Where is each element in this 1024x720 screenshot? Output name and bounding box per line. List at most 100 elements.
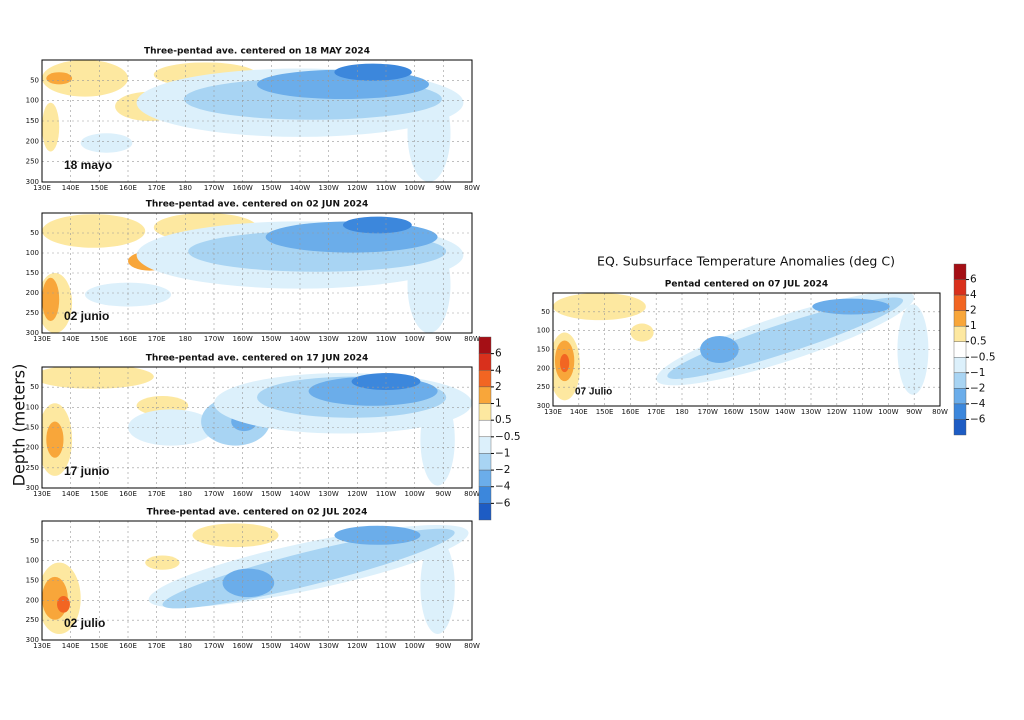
anomaly-region <box>897 304 929 395</box>
colorbar-swatch <box>478 436 492 454</box>
x-tick-label: 90W <box>435 184 451 192</box>
y-tick-label: 50 <box>30 76 39 84</box>
x-tick-label: 170E <box>647 408 665 416</box>
x-tick-label: 170W <box>698 408 718 416</box>
x-tick-label: 80W <box>932 408 948 416</box>
colorbar-label: −2 <box>495 464 510 476</box>
anomaly-region <box>128 409 214 446</box>
x-tick-label: 130E <box>33 642 51 650</box>
colorbar-label: −0.5 <box>970 351 996 363</box>
anomaly-region <box>42 367 154 389</box>
x-tick-label: 170E <box>148 490 166 498</box>
anomaly-region <box>420 538 455 635</box>
colorbar-swatch <box>953 279 967 296</box>
anomaly-region <box>145 555 180 570</box>
plot-frame <box>41 212 473 334</box>
x-tick-label: 130E <box>544 408 562 416</box>
x-tick-label: 110W <box>376 642 396 650</box>
x-tick-label: 90W <box>906 408 922 416</box>
x-tick-label: 180 <box>179 490 192 498</box>
plot-frame <box>41 366 473 489</box>
anomaly-region <box>630 323 654 342</box>
x-tick-label: 160E <box>119 642 137 650</box>
x-tick-label: 110W <box>852 408 872 416</box>
panel: 130E 140E 150E 160E 170E 180 170W 160W 150W 140W 1… <box>10 336 521 521</box>
x-tick-label: 130E <box>33 335 51 343</box>
x-tick-label: 180 <box>675 408 688 416</box>
colorbar-label: 2 <box>970 305 977 317</box>
anomaly-field <box>42 523 469 635</box>
x-tick-label: 80W <box>464 184 480 192</box>
colorbar-label: −2 <box>970 382 985 394</box>
colorbar-label: −0.5 <box>495 431 521 443</box>
colorbar-swatch <box>478 386 492 404</box>
y-tick-label: 150 <box>26 117 39 125</box>
colorbar-label: −6 <box>495 497 511 509</box>
x-tick-label: 120W <box>347 490 367 498</box>
x-tick-label: 160E <box>119 490 137 498</box>
x-tick-label: 120W <box>347 642 367 650</box>
x-tick-label: 130W <box>801 408 821 416</box>
x-tick-label: 90W <box>435 642 451 650</box>
x-tick-label: 80W <box>464 642 480 650</box>
x-tick-label: 90W <box>435 335 451 343</box>
colorbar-swatch <box>953 403 967 420</box>
plot-frame <box>41 59 473 183</box>
colorbar-swatch <box>953 357 967 374</box>
x-tick-label: 170W <box>204 335 224 343</box>
panel-label: 18 mayo <box>64 158 112 172</box>
x-tick-label: 160E <box>622 408 640 416</box>
colorbar-swatch <box>478 353 492 371</box>
y-tick-label: 250 <box>537 383 550 391</box>
anomaly-region <box>351 373 421 390</box>
y-tick-label: 50 <box>30 537 39 545</box>
x-tick-label: 160W <box>233 184 253 192</box>
x-tick-label: 160E <box>119 335 137 343</box>
y-tick-label: 300 <box>26 636 39 644</box>
colorbar-label: 1 <box>495 398 502 410</box>
x-tick-label: 130W <box>319 642 339 650</box>
x-tick-label: 100W <box>405 335 425 343</box>
x-tick-label: 140E <box>570 408 588 416</box>
x-tick-label: 150E <box>90 335 108 343</box>
plot-frame <box>41 520 473 641</box>
panel-title: Pentad centered on 07 JUL 2024 <box>665 280 828 290</box>
colorbar-swatch <box>953 310 967 327</box>
y-tick-label: 200 <box>26 289 39 297</box>
colorbar-label: 1 <box>970 320 977 332</box>
x-tick-label: 130W <box>319 184 339 192</box>
y-tick-label: 50 <box>30 229 39 237</box>
x-tick-label: 80W <box>464 490 480 498</box>
panel-label: 07 Julio <box>575 387 612 398</box>
colorbar-swatch <box>953 294 967 311</box>
y-tick-label: 150 <box>26 269 39 277</box>
x-tick-label: 140E <box>62 335 80 343</box>
x-tick-label: 110W <box>376 490 396 498</box>
y-axis-label: Depth (meters) <box>10 364 29 487</box>
y-tick-label: 150 <box>26 424 39 432</box>
y-tick-label: 250 <box>26 158 39 166</box>
y-tick-label: 250 <box>26 464 39 472</box>
colorbar-swatch <box>478 453 492 471</box>
x-tick-label: 140E <box>62 184 80 192</box>
colorbar-swatch <box>478 486 492 504</box>
x-tick-label: 120W <box>827 408 847 416</box>
y-tick-label: 150 <box>26 577 39 585</box>
x-tick-label: 110W <box>376 184 396 192</box>
colorbar-swatch <box>953 372 967 389</box>
y-tick-label: 250 <box>26 309 39 317</box>
colorbar-label: 2 <box>495 381 502 393</box>
figure-title: EQ. Subsurface Temperature Anomalies (de… <box>597 254 895 269</box>
x-tick-label: 130W <box>319 490 339 498</box>
anomaly-region <box>42 102 60 152</box>
colorbar-swatch <box>953 325 967 342</box>
y-tick-label: 100 <box>26 557 39 565</box>
x-tick-label: 180 <box>179 184 192 192</box>
y-tick-label: 300 <box>537 402 550 410</box>
x-tick-label: 160W <box>723 408 743 416</box>
colorbar-label: 4 <box>495 364 502 376</box>
x-tick-label: 150E <box>90 184 108 192</box>
anomaly-region <box>334 63 412 81</box>
x-tick-label: 150E <box>90 642 108 650</box>
